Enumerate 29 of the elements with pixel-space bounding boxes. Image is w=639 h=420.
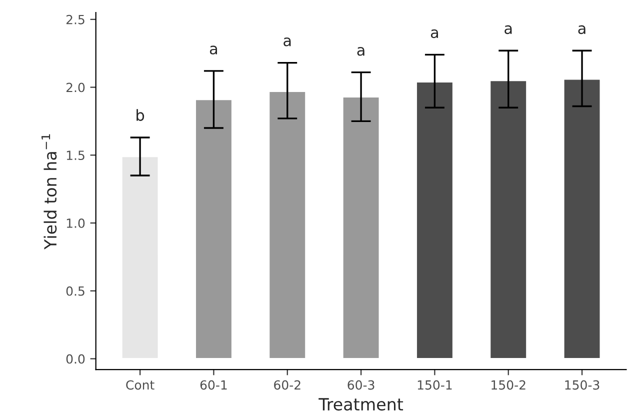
bar (562, 78, 602, 360)
x-tick-label: 60-3 (348, 380, 374, 390)
x-tick-label: Cont (126, 380, 154, 390)
y-axis-title: Yield ton ha$^{−1}$ (42, 134, 57, 250)
y-tick-label: 1.5 (66, 150, 84, 160)
y-tick-label: 2.0 (66, 82, 85, 92)
y-tick-label: 0.5 (66, 286, 84, 296)
bar (342, 96, 380, 360)
x-tick-label: 60-1 (200, 380, 227, 390)
x-tick-label: 150-3 (565, 380, 600, 390)
x-tick-label: 150-1 (418, 380, 452, 390)
annotation: a (578, 25, 586, 34)
annotation: a (504, 25, 512, 34)
bar (268, 90, 306, 360)
bar (416, 81, 454, 360)
annotation: b (136, 109, 144, 121)
annotation: a (210, 46, 218, 54)
bar (194, 98, 233, 360)
x-tick-label: 60-2 (274, 380, 300, 390)
bar (120, 156, 160, 360)
annotation: a (430, 29, 438, 38)
x-axis-title: Treatment (318, 398, 404, 411)
y-tick-label: 2.5 (66, 14, 84, 24)
y-tick-label: 0.0 (66, 354, 85, 364)
bar (489, 80, 528, 360)
x-tick-label: 150-2 (492, 380, 526, 390)
annotation: a (284, 38, 291, 46)
y-tick-label: 1.0 (66, 218, 85, 228)
annotation: a (357, 47, 364, 56)
